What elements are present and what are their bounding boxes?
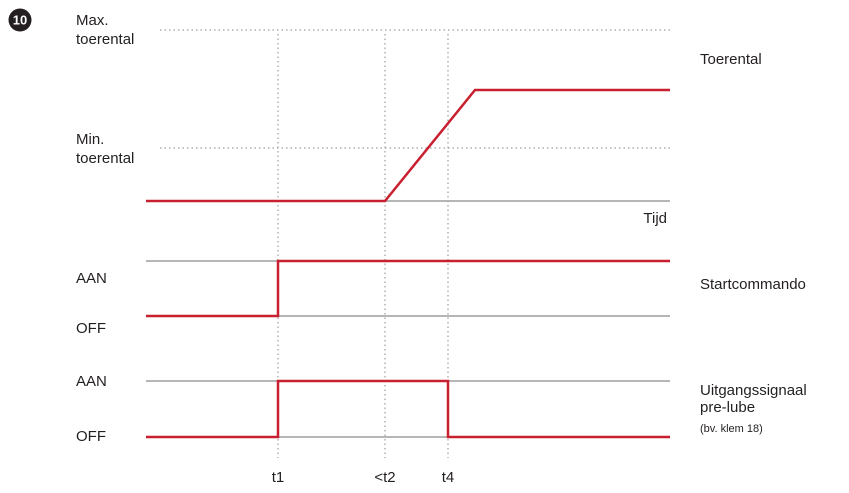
output-chart-title-line1: Uitgangssignaal	[700, 382, 807, 399]
output-on-label: AAN	[76, 373, 107, 390]
output-chart-title-line2: pre-lube	[700, 399, 755, 416]
max-speed-label-line1: Max.	[76, 12, 109, 29]
time-marker-t1: t1	[272, 469, 285, 486]
output-chart-note: (bv. klem 18)	[700, 423, 763, 435]
badge-circle	[8, 8, 32, 32]
speed-signal-trace	[146, 88, 670, 203]
max-speed-label: Max. toerental	[76, 12, 134, 48]
time-marker-t2: <t2	[374, 469, 395, 486]
start-chart-title: Startcommando	[700, 276, 806, 293]
start-off-label: OFF	[76, 320, 106, 337]
start-command-signal-trace	[146, 259, 670, 318]
time-axis-label: Tijd	[643, 210, 667, 227]
step-number-badge: 10	[8, 8, 32, 32]
badge-number: 10	[13, 13, 27, 28]
max-speed-label-line2: toerental	[76, 31, 134, 48]
output-chart-title: Uitgangssignaal pre-lube	[700, 382, 811, 416]
min-speed-label-line1: Min.	[76, 131, 104, 148]
output-off-label: OFF	[76, 428, 106, 445]
speed-chart-title: Toerental	[700, 51, 762, 68]
min-speed-label-line2: toerental	[76, 150, 134, 167]
start-on-label: AAN	[76, 270, 107, 287]
output-signal-trace	[146, 379, 670, 439]
min-speed-label: Min. toerental	[76, 131, 134, 167]
time-marker-t4: t4	[442, 469, 455, 486]
